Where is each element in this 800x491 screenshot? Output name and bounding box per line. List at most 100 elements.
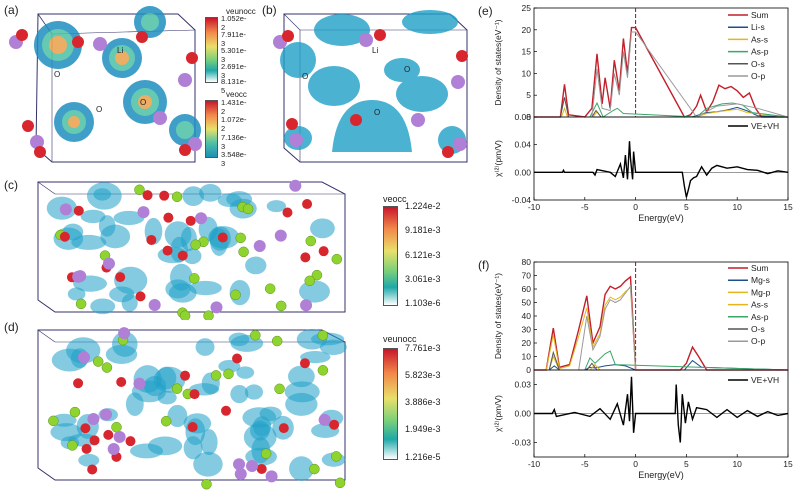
series-line-o-p bbox=[534, 31, 789, 118]
mg-atom bbox=[238, 246, 249, 258]
mg-atom bbox=[260, 448, 272, 459]
legend-label: VE+VH bbox=[751, 375, 779, 385]
y-tick-label: -0.04 bbox=[512, 195, 532, 205]
series-line-o-p bbox=[534, 284, 788, 371]
mg-atom bbox=[160, 415, 172, 427]
y-axis-label: Density of states(eV⁻¹) bbox=[493, 273, 503, 359]
isosurface-lobe bbox=[319, 339, 347, 356]
legend-label: As-p bbox=[751, 312, 769, 322]
isosurface-lobe bbox=[185, 418, 206, 446]
isosurface-lobe bbox=[125, 392, 144, 416]
y-tick-label: 0.00 bbox=[514, 409, 531, 419]
mg-atom bbox=[331, 451, 342, 462]
atom-label-b-o2: O bbox=[404, 65, 411, 74]
y-tick-label: 50 bbox=[522, 298, 532, 308]
isosurface-lobe bbox=[310, 218, 335, 239]
y-tick-label: 0.00 bbox=[514, 167, 531, 177]
legend-label: Li-s bbox=[751, 22, 765, 32]
panel-b: (b) O Li O O bbox=[262, 0, 470, 170]
as-atom bbox=[253, 239, 266, 252]
colorbar-d-tick: 3.886e-3 bbox=[405, 397, 441, 407]
atom-label-b-o1: O bbox=[302, 72, 309, 81]
panel-label-f: (f) bbox=[478, 258, 490, 272]
mg-atom bbox=[189, 273, 200, 284]
legend-label: VE+VH bbox=[751, 121, 779, 131]
o-atom bbox=[80, 423, 91, 434]
o-atom bbox=[329, 419, 340, 430]
unit-cell-edge bbox=[37, 181, 56, 195]
colorbar-a-top-tick: 8.131e-5 bbox=[221, 77, 247, 95]
x-tick-label: 10 bbox=[732, 459, 742, 469]
isosurface-lobe bbox=[113, 210, 145, 225]
legend-label: O-s bbox=[751, 59, 765, 69]
as-atom bbox=[300, 299, 313, 312]
isosurface-lobe bbox=[50, 423, 82, 442]
y-tick-label: 0 bbox=[526, 112, 531, 122]
isosurface-lobe bbox=[143, 375, 167, 397]
colorbar-d-tick: 5.823e-3 bbox=[405, 370, 441, 380]
mg-atom bbox=[242, 203, 254, 215]
atom-label-a-o1: O bbox=[54, 70, 61, 79]
isosurface-lobe bbox=[236, 366, 255, 379]
o-atom bbox=[159, 190, 170, 201]
mg-atom bbox=[235, 232, 246, 244]
colorbar-a-top-tick: 7.911e-3 bbox=[221, 30, 246, 48]
atom-label-b-li: Li bbox=[372, 46, 379, 55]
as-atom bbox=[233, 458, 246, 471]
colorbar-d bbox=[383, 348, 398, 460]
isosurface-lobe bbox=[188, 280, 222, 296]
o-atom bbox=[302, 199, 313, 210]
colorbar-a-top-tick: 1.052e-2 bbox=[221, 14, 247, 32]
mg-atom bbox=[305, 235, 317, 247]
series-line-mg-p bbox=[534, 286, 788, 371]
y-tick-label: 30 bbox=[522, 325, 532, 335]
colorbar-d-tick: 1.216e-5 bbox=[405, 452, 441, 462]
mg-atom bbox=[171, 191, 183, 203]
o-atom bbox=[189, 389, 200, 400]
o-atom bbox=[135, 291, 146, 302]
o-atom bbox=[256, 463, 267, 474]
series-line-ve-vh bbox=[534, 141, 789, 198]
series-line-as-p bbox=[534, 350, 789, 371]
colorbar-a-bottom-tick: 1.072e-2 bbox=[221, 115, 247, 133]
mg-atom bbox=[304, 275, 315, 287]
o-atom bbox=[185, 215, 196, 226]
isosurface-lobe bbox=[121, 293, 138, 312]
legend-label: As-s bbox=[751, 34, 768, 44]
colorbar-c-title: veocc bbox=[383, 194, 407, 204]
mg-atom bbox=[230, 289, 241, 301]
isosurface-lobe bbox=[130, 443, 164, 459]
colorbar-a-top-tick: 5.301e-3 bbox=[221, 46, 247, 64]
isosurface-lobe bbox=[288, 365, 315, 388]
isosurface-lobe bbox=[245, 256, 267, 275]
o-atom bbox=[163, 212, 174, 223]
mg-atom bbox=[111, 421, 122, 433]
y-tick-label: 20 bbox=[522, 25, 532, 35]
panel-a: (a) Li O O O veunocc 1.052e-2 7.911e-3 5… bbox=[0, 0, 256, 170]
y-tick-label: 5 bbox=[526, 90, 531, 100]
isosurface-lobe bbox=[183, 248, 202, 265]
mg-atom bbox=[250, 330, 261, 341]
isosurface-lobe bbox=[199, 183, 222, 202]
y-tick-label: 0.04 bbox=[514, 140, 531, 150]
colorbar-a-bottom-tick: 3.548e-3 bbox=[221, 150, 247, 168]
o-atom bbox=[300, 252, 311, 263]
series-line-sum bbox=[534, 26, 788, 118]
mg-atom bbox=[311, 269, 323, 281]
isosurface-lobe bbox=[164, 221, 192, 248]
x-tick-label: -5 bbox=[581, 202, 589, 212]
legend-label: As-s bbox=[751, 300, 768, 310]
colorbar-c-tick: 9.181e-3 bbox=[405, 225, 441, 235]
isosurface-lobe bbox=[93, 188, 112, 201]
atom-label-a-o2: O bbox=[96, 105, 103, 114]
y-tick-label: 20 bbox=[522, 338, 532, 348]
isosurface-lobe bbox=[90, 298, 116, 315]
mg-atom bbox=[203, 310, 214, 320]
o-atom bbox=[87, 464, 98, 475]
o-atom bbox=[177, 250, 188, 261]
colorbar-a-bottom-tick: 7.136e-3 bbox=[221, 133, 247, 151]
as-atom bbox=[59, 203, 72, 216]
isosurface-lobe bbox=[80, 209, 106, 224]
as-atom bbox=[107, 443, 120, 456]
series-line-sum bbox=[534, 275, 788, 371]
